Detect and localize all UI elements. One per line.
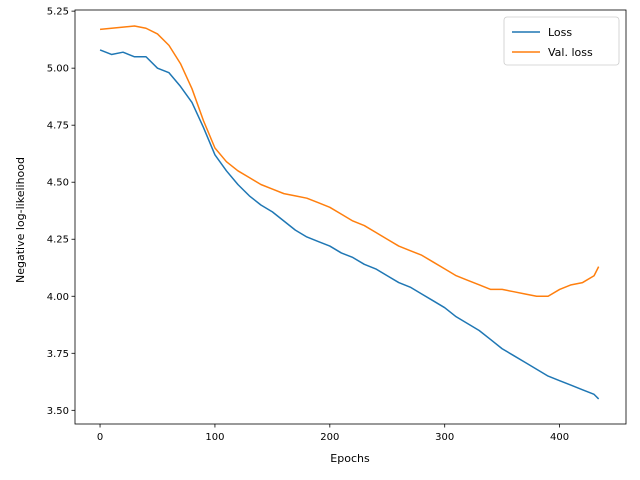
axes-frame [74, 9, 627, 425]
legend-label-2: Val. loss [548, 46, 593, 59]
y-tick-label: 4.75 [47, 121, 69, 132]
x-tick-label: 100 [205, 432, 224, 443]
y-tick-label: 5.00 [47, 64, 69, 75]
axes: 0 100 200 300 400 3.50 3.75 4.00 4.25 4.50 4.75 5.0… [47, 7, 627, 443]
y-tick-label: 4.00 [47, 292, 69, 303]
y-tick-label: 5.25 [47, 7, 69, 18]
y-tick-label: 3.75 [47, 349, 69, 360]
y-tick-label: 4.25 [47, 235, 69, 246]
legend: Loss Val. loss [503, 16, 620, 66]
series-line-2 [99, 25, 600, 298]
x-axis-label: Epochs [330, 452, 370, 465]
plot-area [99, 25, 600, 400]
y-tick-label: 4.50 [47, 178, 69, 189]
legend-label-1: Loss [548, 26, 572, 39]
x-tick-label: 200 [320, 432, 339, 443]
y-tick-label: 3.50 [47, 406, 69, 417]
y-axis-label: Negative log-likelihood [14, 157, 27, 283]
x-tick-label: 0 [97, 432, 103, 443]
series-line-1 [99, 49, 600, 400]
x-tick-label: 400 [550, 432, 569, 443]
legend-frame [503, 16, 620, 66]
x-tick-label: 300 [435, 432, 454, 443]
